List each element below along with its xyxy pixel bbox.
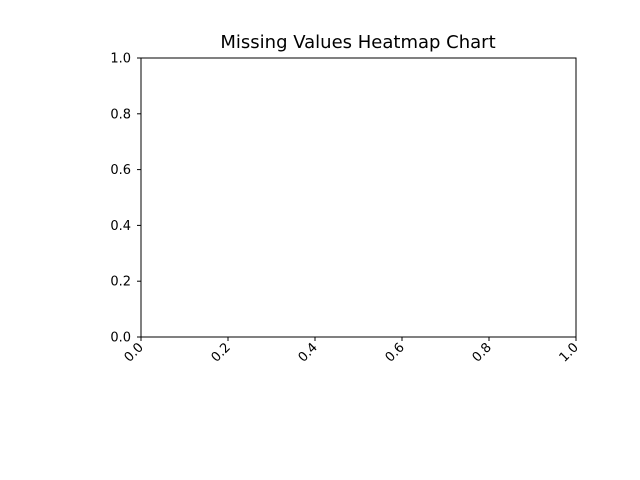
y-tick-label-4: 0.8: [110, 107, 131, 122]
y-tick-label-1: 0.2: [110, 275, 131, 290]
chart-title: Missing Values Heatmap Chart: [220, 32, 495, 53]
y-axis: 0.0 0.2 0.4 0.6 0.8 1.0: [110, 52, 141, 346]
plot-frame: [140, 57, 577, 338]
plot-area: [140, 57, 577, 338]
y-tick-label-3: 0.6: [110, 163, 131, 178]
y-tick-label-5: 1.0: [110, 52, 131, 67]
y-tick-label-0: 0.0: [110, 331, 131, 346]
y-tick-label-2: 0.4: [110, 219, 131, 234]
